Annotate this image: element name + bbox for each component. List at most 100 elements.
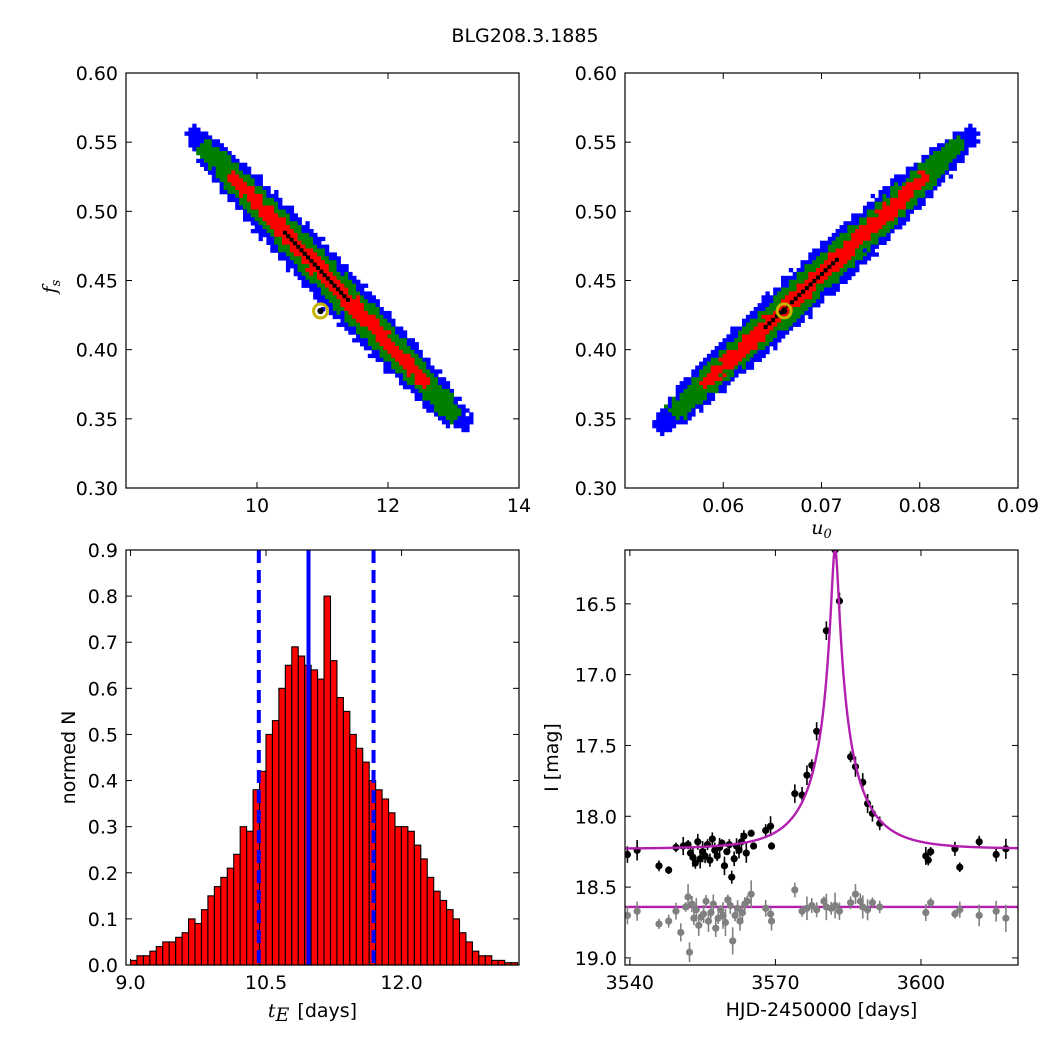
fs-u0-density-cell [808,256,813,261]
fs-te-density-cell [204,131,209,136]
fs-u0-density-cell [851,217,856,222]
fs-u0-density-cell [890,205,895,210]
fs-te-density-cell [360,314,365,320]
fs-te-density-cell [188,139,193,144]
fs-u0-density-cell [827,271,833,277]
fs-te-density-cell [371,353,376,359]
fs-u0-density-cell [753,346,758,351]
fs-u0-density-cell [855,248,860,253]
fs-u0-density-cell [667,427,673,433]
fs-te-xtick-label: 14 [507,495,531,517]
fs-u0-density-cell [745,334,751,339]
fs-te-density-cell [363,338,369,343]
fs-te-density-cell [367,342,373,347]
fs-u0-density-cell [812,299,817,304]
fs-te-density-cell [399,373,404,378]
fs-te-density-cell [418,377,423,382]
fs-te-density-cell [430,365,435,370]
fs-u0-density-cell [781,322,786,327]
fs-u0-density-cell [667,408,673,413]
fs-u0-density-cell [761,314,766,320]
fs-te-density-cell [395,326,400,331]
fs-te-density-cell [219,178,224,183]
fs-te-density-cell [328,307,334,312]
fs-u0-density-cell [940,151,946,156]
fs-u0-density-cell [773,334,778,339]
histogram-bar [284,664,293,966]
fs-u0-density-cell [734,349,739,355]
fs-te-density-cell [231,170,236,175]
fs-te-density-cell [262,186,267,191]
fs-u0-density-cell [683,388,688,394]
fs-u0-density-cell [952,143,957,148]
fs-te-density-cell [289,260,295,265]
fs-u0-density-cell [816,287,821,292]
fs-u0-density-cell [843,271,848,277]
fs-u0-density-cell [710,388,716,394]
fs-te-density-cell [278,217,283,222]
fs-te-core-cell [316,266,320,270]
baseline-point [835,907,844,915]
baseline-point [726,901,734,910]
fs-u0-density-cell [948,158,953,164]
fs-u0-density-cell [894,174,899,179]
fs-u0-density-cell [827,252,833,257]
fs-te-density-cell [375,307,380,312]
fs-te-density-cell [375,322,380,327]
fs-te-density-cell [239,190,244,195]
fs-u0-density-cell [898,205,903,210]
fs-te-density-cell [356,318,361,323]
fs-u0-density-cell [929,147,934,152]
fs-te-density-cell [289,229,295,234]
fs-te-density-cell [426,373,431,378]
fs-te-density-cell [453,412,458,417]
fs-te-density-cell [356,279,361,284]
fs-te-core-cell [312,262,317,267]
fs-u0-density-cell [726,357,731,362]
fs-u0-density-cell [901,193,907,199]
fs-te-density-cell [246,209,252,214]
fs-te-density-cell [356,283,361,288]
fs-u0-density-cell [749,318,755,323]
fs-u0-density-cell [691,369,696,374]
fs-u0-density-cell [866,221,872,226]
fs-u0-density-cell [870,240,875,245]
fs-te-density-cell [215,151,220,156]
fs-u0-density-cell [851,256,856,261]
fs-te-density-cell [246,182,252,187]
fs-te-density-cell [274,205,279,210]
fs-te-density-cell [367,314,373,320]
baseline-point [721,918,730,927]
fs-u0-density-cell [874,221,879,226]
fs-u0-density-cell [862,221,868,226]
fs-u0-density-cell [878,232,883,238]
histogram-bar [349,733,357,966]
fs-u0-density-cell [843,221,848,226]
fs-u0-density-cell [917,170,922,175]
fs-u0-density-cell [718,365,723,370]
hist-ytick-label: 0.4 [88,771,118,793]
fs-te-density-cell [227,154,232,160]
fs-te-density-cell [434,412,439,417]
fs-u0-density-cell [699,361,704,366]
fs-u0-density-cell [757,330,762,335]
fs-te-density-cell [352,283,357,288]
fs-u0-density-cell [765,299,770,304]
fs-u0-density-cell [726,353,731,359]
fs-u0-density-cell [722,377,727,382]
fs-te-density-cell [250,193,256,199]
fs-te-density-cell [219,170,224,175]
fs-u0-density-cell [894,197,899,203]
fs-u0-density-cell [675,392,680,398]
fs-te-density-cell [293,229,298,234]
fs-u0-density-cell [968,135,973,140]
fs-te-density-cell [258,182,263,187]
fs-u0-density-cell [944,162,950,167]
hist-ytick-label: 0.9 [88,540,118,562]
fs-te-density-cell [332,291,337,296]
fs-u0-density-cell [726,365,731,370]
fs-te-density-cell [356,287,361,292]
fs-te-density-cell [250,190,256,195]
fs-u0-density-cell [812,256,817,261]
